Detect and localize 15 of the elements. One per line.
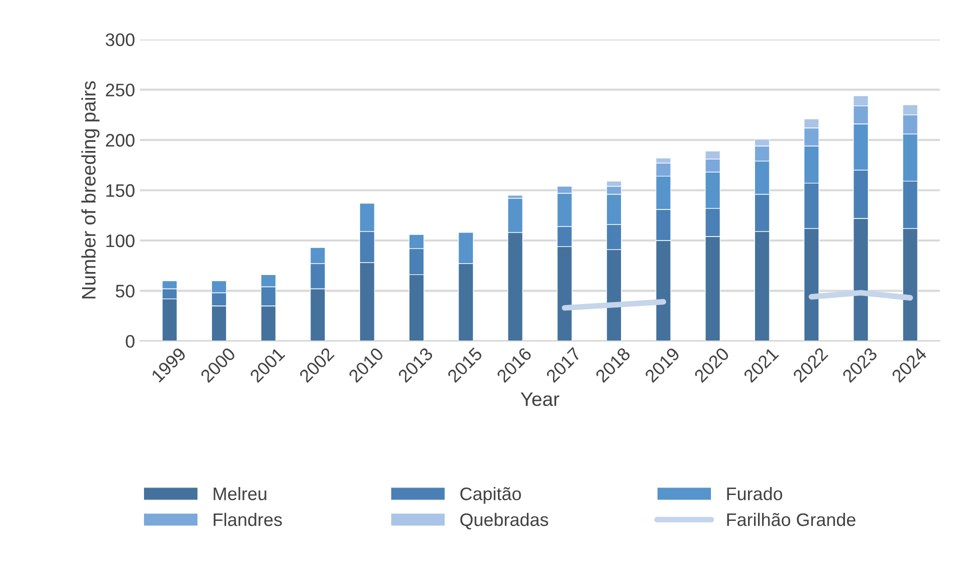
x-axis-title: Year [520,392,560,406]
legend-label: Flandres [214,512,282,526]
y-tick-label: 300 [106,33,134,46]
legend-label: Melreu [214,486,266,500]
y-tick-label: 100 [106,234,134,248]
y-tick-label: 0 [126,334,134,348]
legend-label: Furado [727,486,782,500]
y-tick-label: 50 [116,284,134,298]
y-axis-title: Number of breeding pairs [81,81,100,298]
y-tick-label: 150 [106,184,134,197]
legend-label: Capitão [460,486,521,504]
y-tick-label: 200 [106,134,134,147]
y-tick-label: 250 [106,84,134,96]
legend-label: Farilhão Grande [727,512,856,526]
legend-label: Quebradas [460,512,548,530]
